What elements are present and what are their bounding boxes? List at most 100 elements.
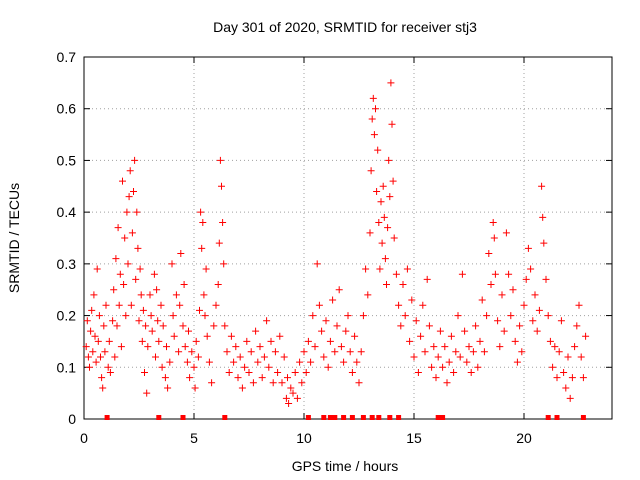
data-point (223, 348, 231, 356)
data-point (89, 348, 97, 356)
data-point (148, 327, 156, 335)
data-point (302, 368, 310, 376)
y-tick-label: 0.7 (57, 49, 77, 65)
data-point (467, 368, 475, 376)
data-point (252, 327, 260, 335)
data-point (144, 343, 152, 351)
data-point (403, 265, 411, 273)
data-point (364, 291, 372, 299)
data-point (379, 182, 387, 190)
y-tick-label: 0 (68, 411, 76, 427)
data-point (216, 156, 224, 164)
data-point (221, 322, 229, 330)
data-point (452, 348, 460, 356)
gap-marker (349, 415, 355, 420)
data-point (507, 312, 515, 320)
data-point (99, 384, 107, 392)
data-point (267, 337, 275, 345)
data-point (359, 312, 367, 320)
data-point (456, 353, 464, 361)
data-point (247, 348, 255, 356)
data-point (531, 291, 539, 299)
data-point (494, 317, 502, 325)
data-point (95, 312, 103, 320)
data-point (179, 322, 187, 330)
data-point (243, 337, 251, 345)
data-point (381, 255, 389, 263)
data-point (340, 358, 348, 366)
data-point (388, 120, 396, 128)
data-point (115, 301, 123, 309)
data-point (121, 234, 129, 242)
data-point (197, 208, 205, 216)
data-point (384, 224, 392, 232)
data-point (397, 322, 405, 330)
data-point (131, 156, 139, 164)
data-point (513, 358, 521, 366)
data-point (430, 343, 438, 351)
data-point (447, 332, 455, 340)
data-point (102, 301, 110, 309)
gap-marker (327, 415, 333, 420)
data-point (210, 322, 218, 330)
data-point (298, 379, 306, 387)
data-point (190, 363, 198, 371)
data-point (109, 317, 117, 325)
data-point (111, 353, 119, 361)
data-point (353, 358, 361, 366)
x-tick-label: 20 (516, 430, 532, 446)
data-point (104, 363, 112, 371)
data-point (439, 363, 447, 371)
data-point (454, 312, 462, 320)
gap-marker (222, 415, 228, 420)
data-point (285, 399, 293, 407)
data-point (480, 348, 488, 356)
data-point (176, 301, 184, 309)
data-point (293, 394, 301, 402)
data-point (311, 343, 319, 351)
data-point (566, 394, 574, 402)
gap-markers (104, 415, 586, 420)
data-point (168, 260, 176, 268)
data-point (346, 348, 354, 356)
data-point (324, 363, 332, 371)
data-point (489, 218, 497, 226)
data-point (337, 343, 345, 351)
data-point (351, 332, 359, 340)
data-point (186, 374, 194, 382)
data-point (344, 312, 352, 320)
data-point (120, 281, 128, 289)
data-point (225, 368, 233, 376)
axis-ticks: 0 0.1 0.2 0.3 0.4 0.5 0.6 0.7 0 5 10 15 20 (57, 49, 612, 446)
data-point (245, 368, 253, 376)
data-point (582, 332, 590, 340)
data-point (147, 312, 155, 320)
data-point (329, 296, 337, 304)
data-point (571, 343, 579, 351)
data-point (155, 337, 163, 345)
x-tick-label: 10 (296, 430, 312, 446)
data-point (175, 348, 183, 356)
data-point (522, 275, 530, 283)
data-point (500, 327, 508, 335)
data-point (333, 322, 341, 330)
data-point (555, 348, 563, 356)
gap-marker (580, 415, 586, 420)
data-point (219, 218, 227, 226)
data-point (406, 337, 414, 345)
data-point (557, 317, 565, 325)
data-point (141, 368, 148, 376)
data-point (163, 343, 170, 351)
gap-marker (376, 415, 382, 420)
data-point (348, 368, 356, 376)
data-point (377, 198, 385, 206)
data-point (320, 353, 328, 361)
data-point (509, 286, 517, 294)
data-point (278, 379, 286, 387)
data-point (199, 218, 207, 226)
data-point (575, 301, 583, 309)
data-point (560, 368, 568, 376)
data-point (94, 337, 102, 345)
gap-marker (341, 415, 347, 420)
